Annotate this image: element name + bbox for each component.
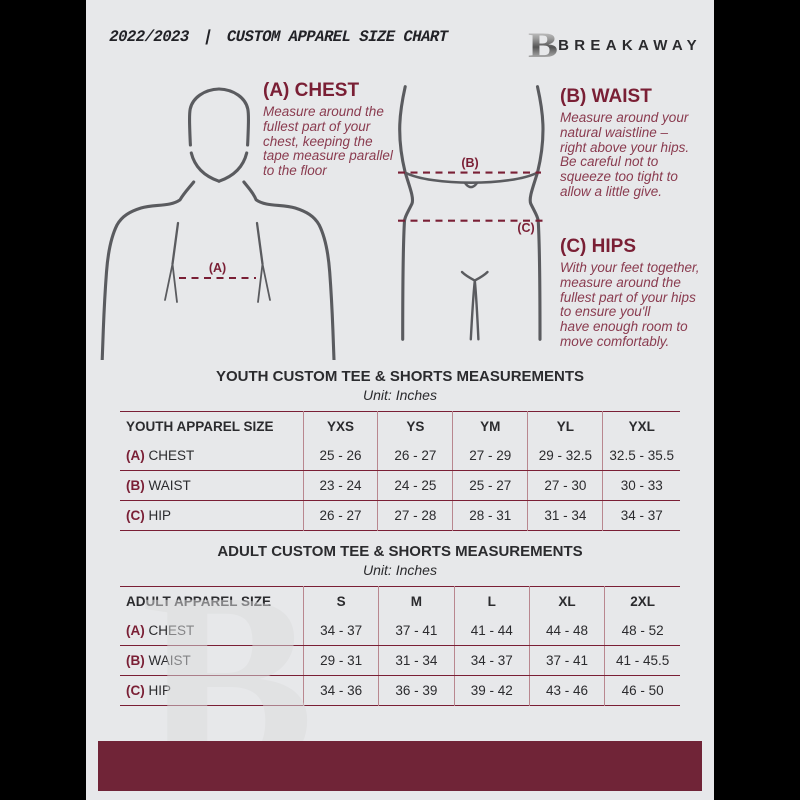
svg-text:(C): (C) (517, 221, 534, 235)
svg-text:(B): (B) (461, 156, 478, 170)
svg-text:(A): (A) (209, 261, 226, 275)
